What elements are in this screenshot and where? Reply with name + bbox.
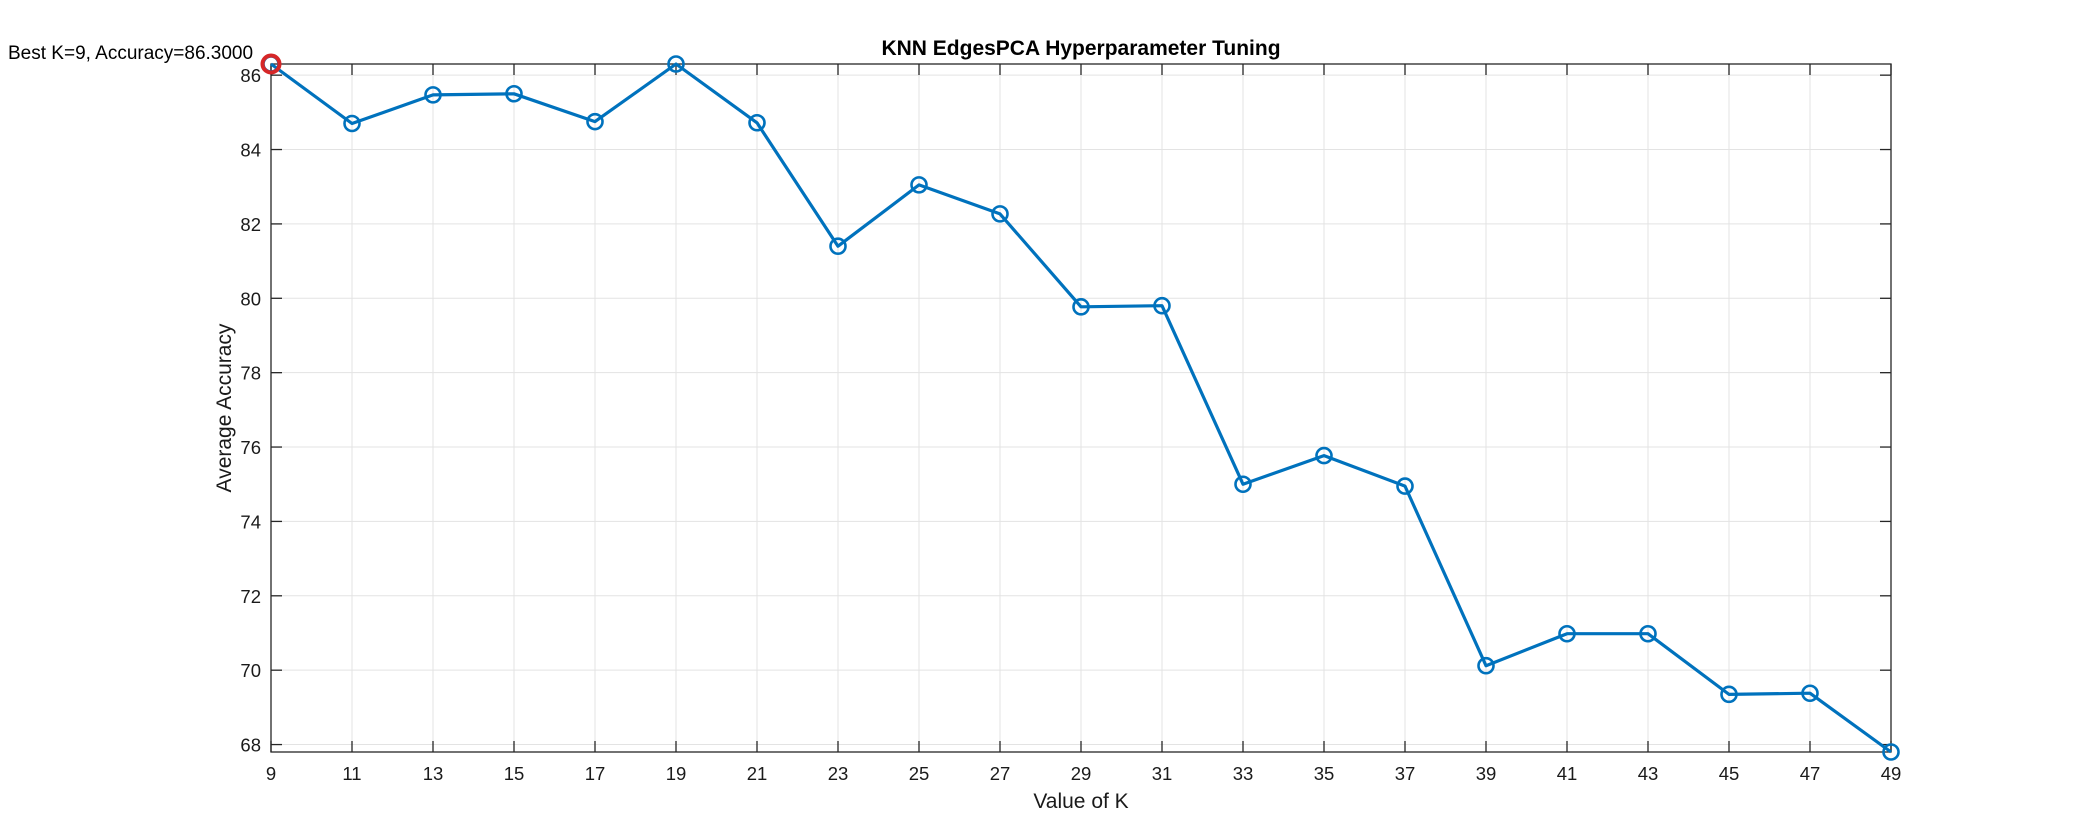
- data-point: [991, 205, 1009, 223]
- data-point: [829, 237, 847, 256]
- x-tick-label: 25: [909, 763, 930, 784]
- x-tick-label: 49: [1881, 763, 1902, 784]
- best-annotation: Best K=9, Accuracy=86.3000: [8, 43, 253, 64]
- plot-frame: [270, 63, 1892, 753]
- data-point: [343, 114, 361, 133]
- data-point: [1801, 684, 1819, 703]
- data-point: [1477, 656, 1495, 675]
- series-line: [270, 62, 1892, 754]
- tick-labels: 9 11 13 15 17 19 21 23 25 27 29 31 33 35 37 39 41 43 45 47 4…: [240, 65, 1901, 784]
- data-point: [1558, 624, 1576, 643]
- x-axis-label: Value of K: [1033, 790, 1128, 813]
- x-tick-label: 37: [1395, 763, 1416, 784]
- x-tick-label: 23: [828, 763, 849, 784]
- x-tick-label: 43: [1638, 763, 1659, 784]
- y-tick-label: 68: [240, 735, 261, 756]
- y-tick-label: 72: [240, 586, 261, 607]
- chart-title: KNN EdgesPCA Hyperparameter Tuning: [881, 37, 1280, 60]
- y-tick-label: 78: [240, 363, 261, 384]
- x-tick-label: 27: [990, 763, 1011, 784]
- y-tick-label: 74: [240, 511, 261, 532]
- y-tick-label: 84: [240, 140, 261, 161]
- x-tick-label: 29: [1071, 763, 1092, 784]
- data-point: [1882, 743, 1900, 761]
- x-tick-label: 33: [1233, 763, 1254, 784]
- x-tick-label: 19: [666, 763, 687, 784]
- series: [260, 53, 1900, 761]
- data-point: [1720, 685, 1738, 704]
- x-tick-label: 21: [747, 763, 768, 784]
- x-tick-label: 35: [1314, 763, 1335, 784]
- x-tick-label: 39: [1476, 763, 1497, 784]
- data-point: [748, 113, 766, 132]
- y-tick-label: 86: [240, 65, 261, 86]
- data-point: [424, 86, 442, 104]
- x-tick-label: 31: [1152, 763, 1173, 784]
- y-tick-label: 70: [240, 660, 261, 681]
- x-tick-label: 13: [423, 763, 444, 784]
- y-tick-label: 80: [240, 288, 261, 309]
- data-point: [586, 112, 604, 131]
- x-tick-label: 47: [1800, 763, 1821, 784]
- data-point: [505, 84, 523, 103]
- data-point: [667, 55, 685, 73]
- data-point: [1072, 298, 1090, 316]
- data-point: [1315, 446, 1333, 465]
- data-point: [1153, 296, 1171, 315]
- best-point-marker: [260, 53, 282, 75]
- x-tick-label: 11: [342, 763, 361, 784]
- x-tick-label: 17: [585, 763, 606, 784]
- data-point: [910, 176, 928, 194]
- y-axis-label: Average Accuracy: [213, 323, 236, 492]
- data-point: [1639, 624, 1657, 643]
- grid: [270, 64, 1892, 752]
- data-point: [1234, 475, 1252, 494]
- x-tick-label: 41: [1557, 763, 1578, 784]
- data-point: [1396, 477, 1414, 495]
- x-tick-label: 15: [504, 763, 525, 784]
- y-tick-label: 76: [240, 437, 261, 458]
- x-tick-label: 45: [1719, 763, 1740, 784]
- y-tick-label: 82: [240, 214, 261, 235]
- x-tick-label: 9: [266, 763, 276, 784]
